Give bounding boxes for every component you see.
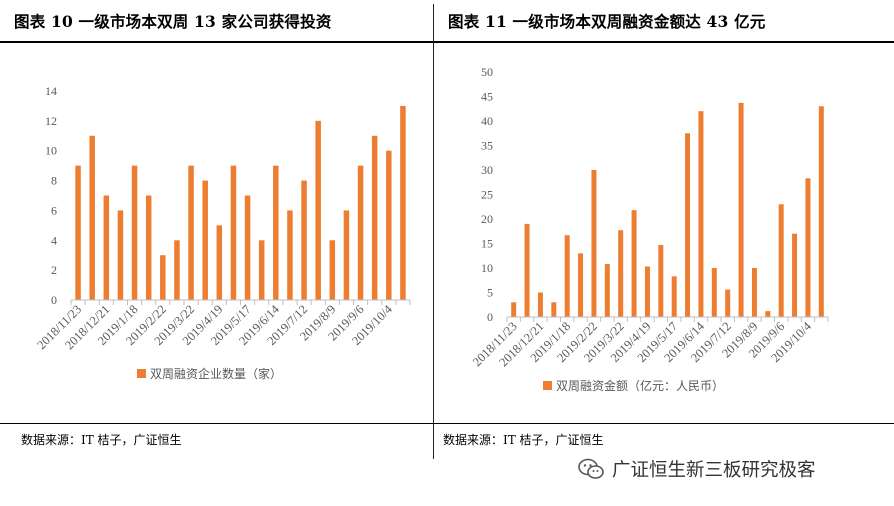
left-y-tick-label: 4 [51, 233, 57, 247]
right-bar [671, 276, 677, 317]
right-bar [644, 266, 650, 317]
right-bar [738, 102, 744, 317]
right-bar [618, 230, 624, 317]
right-bottom-rule [434, 423, 894, 424]
left-y-tick-label: 10 [45, 144, 57, 158]
left-bar [273, 165, 279, 300]
right-y-tick-label: 45 [481, 90, 493, 104]
right-bar [591, 170, 597, 317]
left-bar [89, 135, 95, 300]
right-bar [537, 292, 543, 317]
wechat-icon [578, 458, 604, 479]
left-source-note: 数据来源：IT 桔子，广证恒生 [21, 433, 182, 447]
right-y-tick-label: 25 [481, 188, 493, 202]
right-chart-title: 图表 11 一级市场本双周融资金额达 43 亿元 [448, 12, 766, 31]
left-bottom-rule [0, 423, 433, 424]
left-bar-chart: 024681012142018/11/232018/12/212019/1/18… [34, 84, 411, 381]
left-y-tick-label: 6 [51, 203, 57, 217]
left-bar [131, 165, 138, 300]
right-bar [524, 223, 530, 317]
left-chart-panel: 图表 10 一级市场本双周 13 家公司获得投资 0 2 4 6 8 10 12 14 2018… [0, 0, 433, 470]
left-bar [216, 225, 223, 300]
left-bar [230, 165, 237, 300]
right-y-tick-label: 35 [481, 139, 493, 153]
left-bar [258, 240, 265, 300]
right-chart-panel: 图表 11 一级市场本双周融资金额达 43 亿元 0 5 10 15 20 25 30 35 4… [434, 0, 894, 470]
left-bar [371, 135, 378, 300]
left-bar [386, 150, 392, 300]
right-bar [778, 204, 784, 317]
left-bar [188, 165, 194, 300]
left-bar [244, 195, 251, 300]
left-bar [160, 255, 166, 300]
left-legend-label: 双周融资企业数量（家） [150, 366, 282, 381]
right-y-tick-label: 50 [481, 65, 493, 79]
right-y-tick-label: 20 [481, 212, 493, 226]
left-bar [75, 165, 81, 300]
right-bar-chart: 051015202530354045502018/11/232018/12/21… [470, 65, 829, 393]
left-y-tick-label: 12 [45, 114, 57, 128]
right-legend-swatch [543, 381, 552, 390]
right-title-rule [434, 41, 894, 43]
right-legend-label: 双周融资金额（亿元：人民币） [556, 378, 724, 393]
watermark-text: 广证恒生新三板研究极客 [612, 460, 816, 481]
right-y-tick-label: 0 [487, 310, 493, 324]
right-bar [698, 111, 704, 317]
panel-divider [433, 4, 434, 459]
left-bar [117, 210, 124, 300]
left-legend-swatch [137, 369, 146, 378]
right-bar [711, 268, 717, 317]
left-bar [315, 120, 321, 300]
right-bar [818, 106, 824, 317]
right-y-tick-label: 40 [481, 114, 493, 128]
right-y-tick-label: 10 [481, 261, 493, 275]
right-bar [564, 235, 570, 317]
right-y-tick-label: 30 [481, 163, 493, 177]
left-bar [301, 180, 307, 300]
left-bar [174, 240, 180, 300]
left-bar [329, 240, 336, 300]
right-bar [685, 133, 691, 317]
right-bar [805, 178, 811, 317]
right-source-note: 数据来源：IT 桔子，广证恒生 [443, 433, 604, 447]
left-title-rule [0, 41, 433, 43]
left-bar [145, 195, 152, 300]
right-bar [631, 210, 637, 317]
watermark: 广证恒生新三板研究极客 [578, 452, 816, 486]
right-y-tick-label: 5 [487, 286, 493, 300]
left-bar [400, 105, 406, 300]
left-bar [287, 210, 293, 300]
left-bar [357, 165, 364, 300]
right-bar [765, 311, 771, 317]
left-bar [202, 180, 208, 300]
left-chart-title: 图表 10 一级市场本双周 13 家公司获得投资 [14, 12, 332, 31]
right-y-tick-label: 15 [481, 237, 493, 251]
left-bar [343, 210, 350, 300]
right-bar [511, 302, 517, 317]
right-bar [604, 264, 610, 317]
right-bar [578, 253, 584, 317]
left-y-tick-label: 8 [51, 174, 57, 188]
left-y-tick-label: 0 [51, 293, 57, 307]
right-bar [792, 233, 798, 317]
right-bar [751, 268, 757, 317]
left-y-tick-label: 14 [45, 84, 57, 98]
right-bar [551, 302, 557, 317]
right-bar [725, 289, 731, 317]
left-y-tick-label: 2 [51, 263, 57, 277]
right-bar [658, 244, 664, 317]
left-bar [103, 195, 110, 300]
